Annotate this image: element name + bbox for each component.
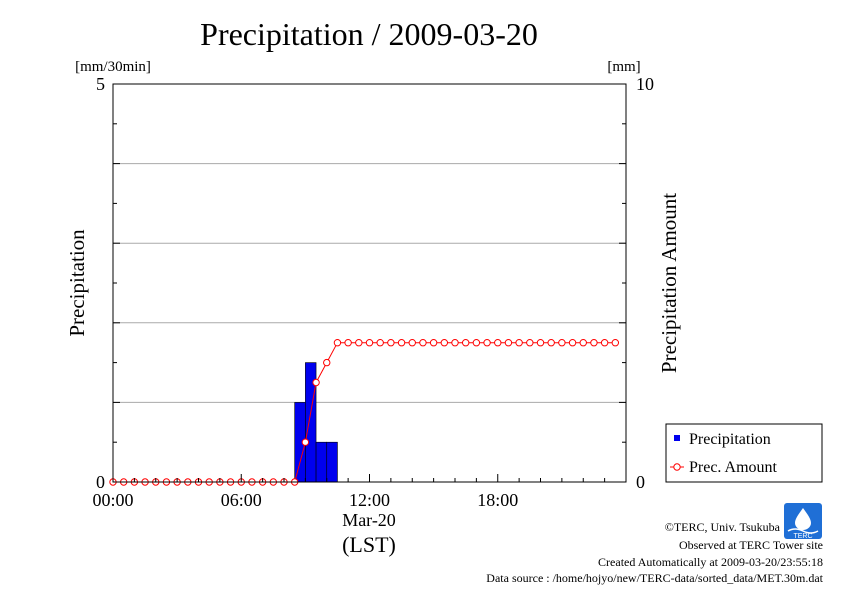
y-axis-title: Precipitation: [65, 229, 89, 337]
precipitation-amount-point: [355, 339, 363, 347]
precipitation-amount-point: [429, 339, 438, 347]
data-source-text: Data source : /home/hojyo/new/TERC-data/…: [486, 571, 823, 585]
observation-site-text: Observed at TERC Tower site: [679, 538, 823, 552]
precipitation-amount-point: [419, 339, 427, 347]
copyright-text: ©TERC, Univ. Tsukuba: [665, 520, 781, 534]
x-tick-label: 12:00: [349, 490, 390, 510]
precipitation-amount-point: [461, 339, 470, 347]
precipitation-amount-point: [483, 339, 491, 347]
precipitation-amount-point: [547, 339, 555, 347]
precipitation-amount-point: [344, 339, 352, 347]
precipitation-amount-point: [611, 339, 620, 347]
axis-ticks: [112, 83, 627, 483]
precipitation-amount-point: [451, 339, 459, 347]
precipitation-amount-polyline: [113, 342, 616, 483]
plot-frame: [112, 83, 627, 483]
precipitation-amount-point: [312, 378, 320, 387]
wave-icon: [787, 528, 819, 534]
precipitation-amount-point: [376, 339, 384, 347]
precipitation-amount-point: [515, 339, 523, 347]
precipitation-amount-point: [600, 339, 609, 347]
legend-marker-swatch: [673, 463, 681, 471]
grid-lines: [113, 163, 626, 403]
precipitation-amount-point: [440, 339, 449, 347]
precipitation-amount-line: [109, 339, 620, 486]
precipitation-amount-point: [301, 438, 310, 446]
precipitation-amount-point: [504, 339, 513, 347]
y2-axis-title: Precipitation Amount: [657, 193, 681, 373]
x-date-label: Mar-20: [342, 510, 396, 530]
legend-bar-swatch: [674, 435, 680, 441]
legend: Precipitation Prec. Amount: [665, 423, 823, 483]
x-tick-label: 06:00: [221, 490, 262, 510]
legend-label-prec-amount: Prec. Amount: [689, 459, 778, 476]
precipitation-amount-point: [494, 339, 502, 347]
legend-box: [665, 423, 823, 483]
precipitation-amount-point: [536, 339, 545, 347]
precipitation-amount-point: [365, 339, 374, 347]
chart-title: Precipitation / 2009-03-20: [200, 16, 538, 52]
precipitation-amount-point: [590, 339, 598, 347]
precipitation-amount-point: [568, 339, 577, 347]
precipitation-amount-point: [408, 339, 416, 347]
water-drop-icon: [795, 508, 811, 530]
x-tick-label: 18:00: [477, 490, 518, 510]
created-time-text: Created Automatically at 2009-03-20/23:5…: [598, 555, 823, 569]
precipitation-amount-point: [558, 339, 566, 347]
precipitation-amount-point: [397, 339, 406, 347]
precipitation-amount-point: [579, 339, 587, 347]
x-timezone-label: (LST): [342, 532, 396, 557]
precipitation-amount-point: [323, 358, 331, 367]
terc-logo-text: TERC: [793, 533, 812, 540]
legend-label-precipitation: Precipitation: [689, 431, 771, 448]
terc-logo: TERC: [784, 503, 822, 540]
precipitation-amount-point: [472, 339, 481, 347]
precipitation-bar: [326, 441, 338, 483]
precipitation-bar: [315, 441, 328, 483]
axis-tick-labels: 00:00 06:00 12:00 18:00 0 5 0 10: [92, 74, 654, 510]
right-axis-unit: [mm]: [607, 59, 640, 75]
y2-tick-label: 0: [636, 472, 645, 492]
y-tick-label: 5: [96, 74, 105, 94]
x-tick-label: 00:00: [92, 490, 133, 510]
precipitation-amount-point: [333, 339, 342, 347]
precipitation-amount-point: [387, 339, 395, 347]
y-tick-label: 0: [96, 472, 105, 492]
left-axis-unit: [mm/30min]: [75, 59, 151, 75]
y2-tick-label: 10: [636, 74, 654, 94]
precipitation-amount-point: [526, 339, 534, 347]
